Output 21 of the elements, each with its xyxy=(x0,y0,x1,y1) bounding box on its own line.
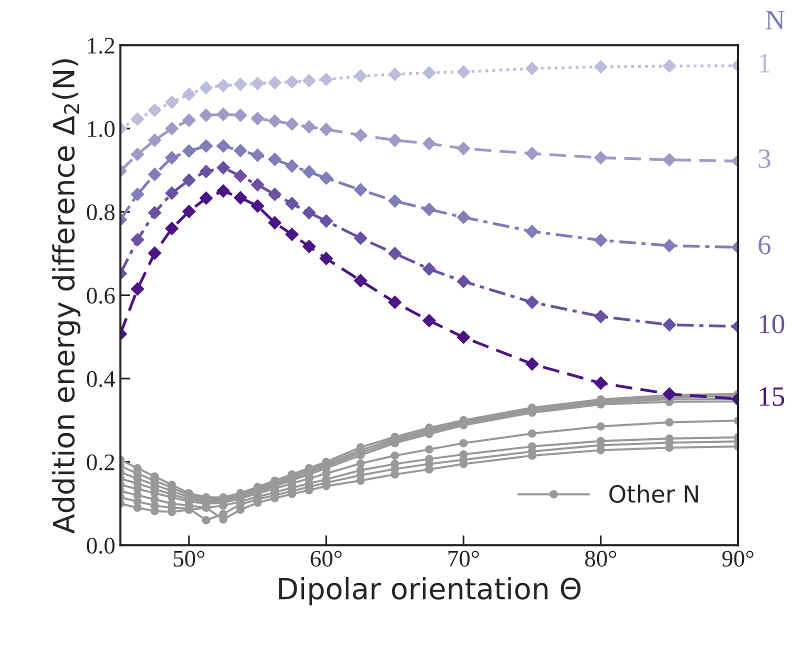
legend-label: Other N xyxy=(609,484,698,503)
x-tick-label: 90° xyxy=(722,550,754,567)
y-axis-title: Addition energy difference Δ$_{2}$(N) xyxy=(52,59,80,534)
x-tick-label: 50° xyxy=(174,550,204,567)
y-tick-label: 0.0 xyxy=(86,538,115,554)
series-label: 10 xyxy=(760,314,784,334)
y-tick-label: 0.8 xyxy=(86,204,115,220)
y-tick-label: 0.2 xyxy=(86,454,114,470)
series-label: 6 xyxy=(758,236,771,254)
x-axis-title: Dipolar orientation Θ xyxy=(279,577,581,606)
series-label: 15 xyxy=(760,387,784,406)
y-tick-label: 0.4 xyxy=(86,371,116,388)
y-tick-label: 1.2 xyxy=(88,38,114,54)
x-tick-label: 70° xyxy=(448,550,479,567)
legend-title: N xyxy=(766,11,784,30)
y-tick-label: 0.6 xyxy=(86,288,115,304)
series-label: 1 xyxy=(760,54,770,72)
series-label: 3 xyxy=(758,149,770,168)
y-tick-label: 1.0 xyxy=(88,121,115,138)
x-tick-label: 80° xyxy=(585,550,616,567)
x-tick-label: 60° xyxy=(310,550,342,567)
